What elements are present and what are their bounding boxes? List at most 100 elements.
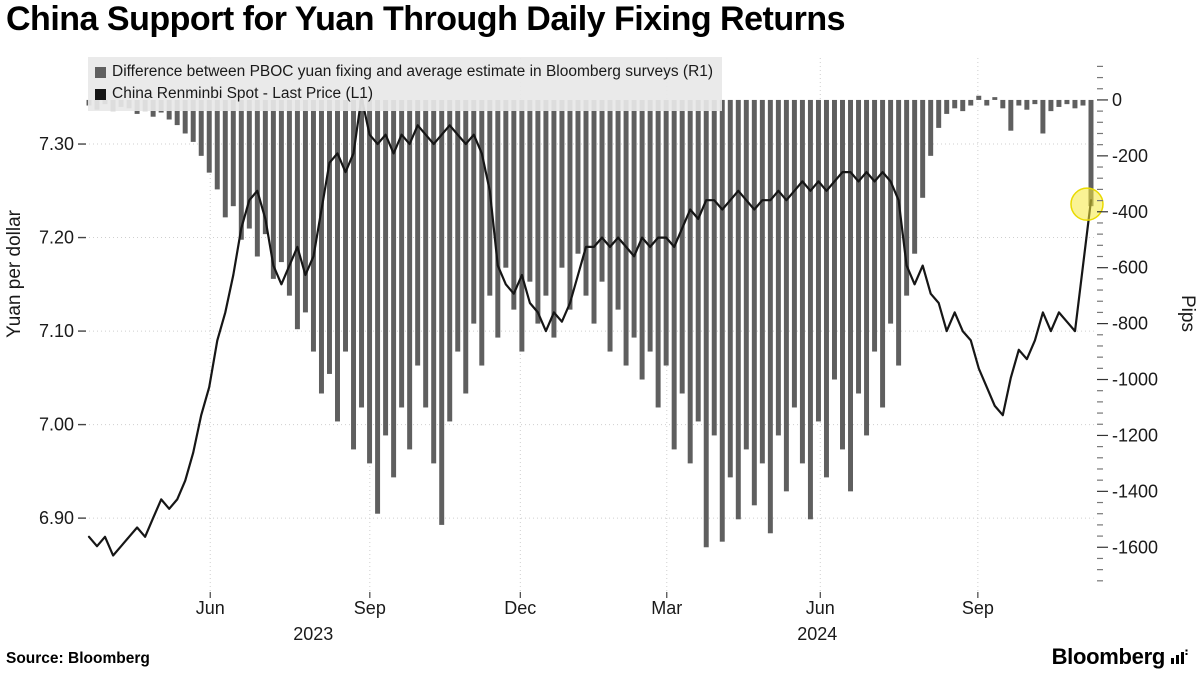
fixing-difference-bar [479, 99, 485, 366]
fixing-difference-bar [447, 99, 453, 422]
right-axis-label: Pips [1177, 295, 1198, 332]
fixing-difference-bar [1000, 99, 1006, 109]
fixing-difference-bar [391, 99, 397, 478]
fixing-difference-bar [343, 99, 349, 352]
fixing-difference-bar [335, 99, 340, 422]
fixing-difference-bar [318, 99, 324, 394]
fixing-difference-bar [399, 99, 405, 408]
fixing-difference-bar [583, 99, 589, 296]
fixing-difference-bar [823, 99, 829, 478]
right-axis-tick-label: -1600 [1112, 537, 1158, 557]
fixing-difference-bar [375, 99, 381, 514]
fixing-difference-bar [1072, 99, 1078, 109]
fixing-difference-bar [976, 95, 982, 100]
fixing-difference-bar [831, 99, 837, 380]
legend-label-renminbi-spot: China Renminbi Spot - Last Price (L1) [112, 85, 374, 103]
fixing-difference-bar [807, 99, 813, 520]
right-axis-tick-label: -1200 [1112, 425, 1158, 445]
fixing-difference-bar [791, 99, 797, 408]
fixing-difference-bar [326, 99, 332, 374]
x-axis-month-label: Sep [354, 598, 386, 618]
right-axis-tick-label: -200 [1112, 146, 1148, 166]
right-axis-tick-label: -600 [1112, 258, 1148, 278]
fixing-difference-bar [671, 99, 677, 450]
latest-point-highlight [1070, 187, 1104, 221]
fixing-difference-bar [455, 99, 461, 352]
fixing-difference-bar [984, 99, 990, 106]
fixing-difference-bar [767, 99, 773, 534]
fixing-difference-bar [888, 99, 894, 324]
x-axis-month-label: Jun [196, 598, 225, 618]
fixing-difference-bar [1040, 99, 1046, 134]
left-axis-tick-label: 7.00 [39, 415, 74, 435]
fixing-difference-bar [631, 99, 637, 338]
fixing-difference-bar [615, 99, 621, 310]
right-axis-tick-label: 0 [1112, 90, 1122, 110]
fixing-difference-bar [407, 99, 413, 450]
fixing-difference-bar [904, 99, 910, 296]
right-axis-tick-label: -1400 [1112, 481, 1158, 501]
left-axis-tick-label: 7.30 [39, 134, 74, 154]
fixing-difference-bar [286, 99, 292, 296]
bloomberg-logo: Bloomberg [1052, 644, 1188, 670]
fixing-difference-bar [262, 99, 268, 235]
fixing-difference-bar [719, 99, 725, 542]
fixing-difference-bar [815, 99, 821, 422]
fixing-difference-bar [383, 99, 389, 436]
fixing-difference-bar [1048, 99, 1054, 112]
bloomberg-logo-icon [1171, 649, 1188, 664]
fixing-difference-bar [1008, 99, 1014, 131]
fixing-difference-bar [840, 99, 845, 450]
fixing-difference-bar [848, 99, 854, 492]
fixing-difference-bar [856, 99, 862, 394]
fixing-difference-bar [679, 99, 685, 394]
fixing-difference-bar [214, 99, 220, 190]
fixing-difference-bar [783, 99, 789, 492]
fixing-difference-bar [575, 99, 581, 254]
fixing-difference-bar [190, 99, 196, 142]
fixing-difference-bar [928, 99, 934, 156]
fixing-difference-bar [1056, 99, 1062, 107]
fixing-difference-bar [567, 99, 573, 310]
fixing-difference-bar [599, 99, 605, 282]
fixing-difference-bar [1080, 99, 1086, 106]
fixing-difference-bar [912, 99, 918, 254]
fixing-difference-bar [359, 99, 365, 408]
fixing-difference-bar [367, 99, 373, 464]
fixing-difference-bar [743, 99, 749, 450]
fixing-difference-bar [302, 99, 308, 313]
legend: Difference between PBOC yuan fixing and … [88, 57, 723, 111]
fixing-difference-bar [182, 99, 188, 134]
renminbi-spot-line [87, 96, 1093, 557]
fixing-difference-bar [936, 99, 942, 128]
fixing-difference-bar [591, 99, 597, 324]
fixing-difference-bar [1064, 99, 1070, 105]
fixing-difference-bar [1032, 99, 1038, 105]
fixing-difference-bar [968, 99, 974, 106]
fixing-difference-bar [535, 99, 541, 324]
legend-row-renminbi-spot: China Renminbi Spot - Last Price (L1) [95, 83, 713, 105]
x-axis-month-label: Dec [504, 598, 536, 618]
bar-series-swatch [95, 66, 106, 78]
fixing-difference-bar [1088, 99, 1094, 207]
fixing-difference-bar [896, 99, 902, 366]
fixing-difference-bar [222, 99, 228, 218]
fixing-difference-bar [799, 99, 805, 464]
x-axis-month-label: Jun [806, 598, 835, 618]
fixing-difference-bar [310, 99, 316, 352]
fixing-difference-bar [278, 99, 284, 263]
fixing-difference-bar [423, 99, 429, 408]
fixing-difference-bar [695, 99, 701, 422]
line-series-swatch [95, 89, 106, 101]
fixing-difference-bar [351, 99, 357, 450]
right-axis-tick-label: -400 [1112, 202, 1148, 222]
fixing-difference-bar [471, 99, 477, 324]
fixing-difference-bar [655, 99, 661, 408]
fixing-difference-bar [230, 99, 236, 207]
fixing-difference-bar [198, 99, 204, 156]
fixing-difference-bar [294, 99, 300, 330]
fixing-difference-bar [254, 99, 260, 257]
fixing-difference-bar [511, 99, 517, 310]
fixing-difference-bar [992, 97, 998, 100]
